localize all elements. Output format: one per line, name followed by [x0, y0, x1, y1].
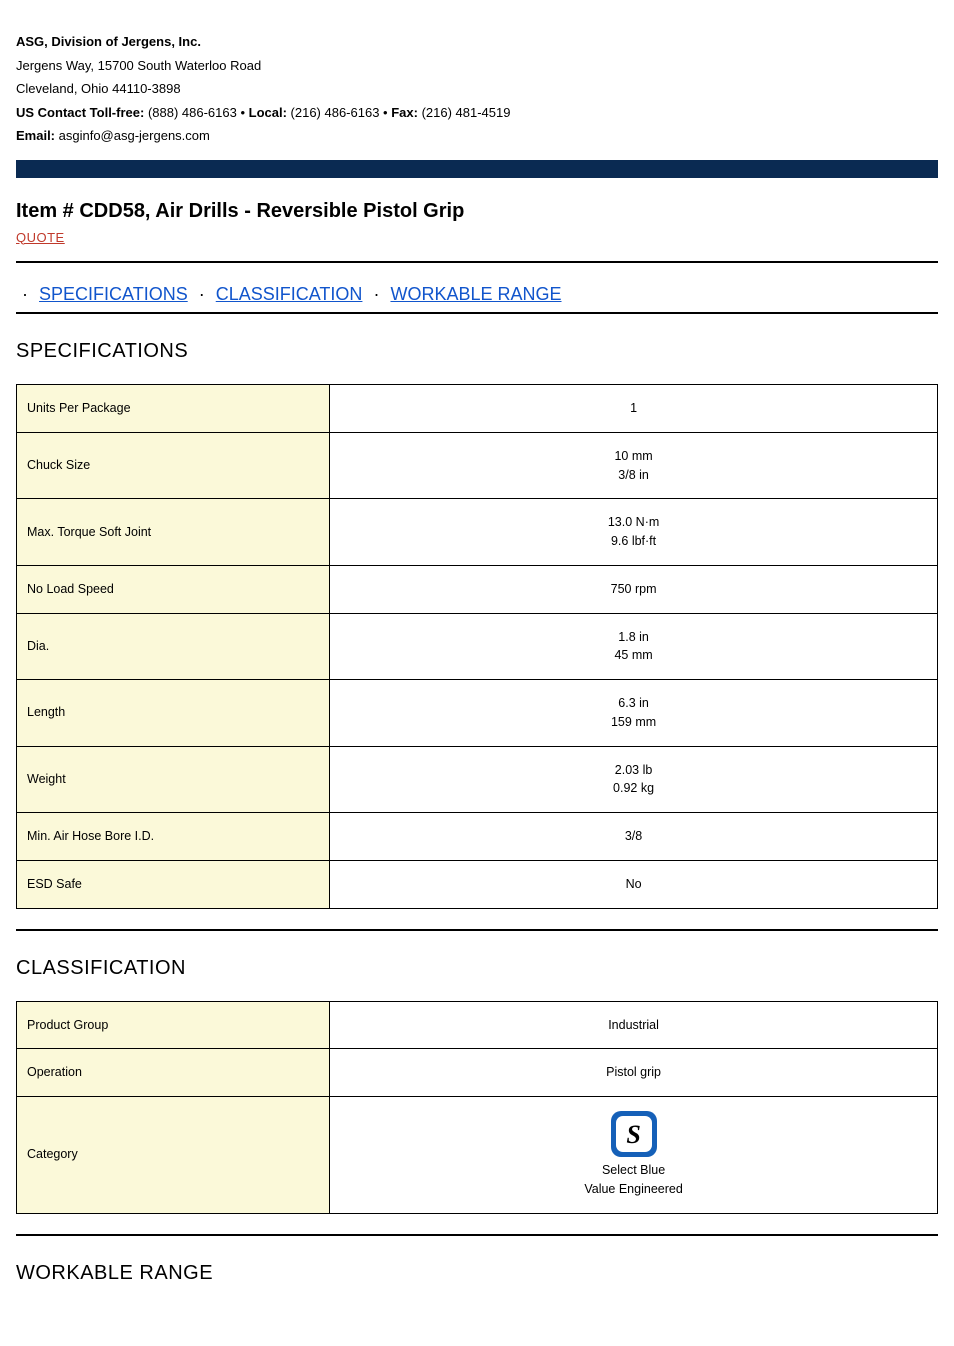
tab-workable-range[interactable]: WORKABLE RANGE [390, 284, 561, 304]
table-row: Weight2.03 lb0.92 kg [17, 746, 938, 813]
specifications-table: Units Per Package1Chuck Size10 mm3/8 inM… [16, 384, 938, 909]
select-blue-badge-icon: S [611, 1111, 657, 1157]
email-value: asginfo@asg-jergens.com [55, 128, 210, 143]
table-row: Chuck Size10 mm3/8 in [17, 432, 938, 499]
class-value-line: Value Engineered [340, 1180, 927, 1199]
spec-value-line: 750 rpm [340, 580, 927, 599]
class-value: Industrial [330, 1001, 938, 1049]
table-row: Min. Air Hose Bore I.D. 3/8 [17, 813, 938, 861]
spec-value-line: 0.92 kg [340, 779, 927, 798]
tollfree-label: US Contact Toll-free: [16, 105, 144, 120]
spec-label: ESD Safe [17, 860, 330, 908]
badge-letter: S [616, 1116, 652, 1152]
spec-label: Min. Air Hose Bore I.D. [17, 813, 330, 861]
spec-value-line: 1.8 in [340, 628, 927, 647]
table-row: Category S Select BlueValue Engineered [17, 1097, 938, 1214]
spec-value: 3/8 [330, 813, 938, 861]
spec-label: Chuck Size [17, 432, 330, 499]
product-title: Item # CDD58, Air Drills - Reversible Pi… [16, 196, 938, 226]
spec-value: No [330, 860, 938, 908]
spec-value: 2.03 lb0.92 kg [330, 746, 938, 813]
spec-label: Max. Torque Soft Joint [17, 499, 330, 566]
spec-value: 1.8 in45 mm [330, 613, 938, 680]
table-row: Product Group Industrial [17, 1001, 938, 1049]
fax-label: Fax: [391, 105, 418, 120]
spec-value: 13.0 N·m9.6 lbf·ft [330, 499, 938, 566]
tab-classification[interactable]: CLASSIFICATION [216, 284, 363, 304]
bullet-icon: · [199, 284, 205, 304]
spec-value-line: 1 [340, 399, 927, 418]
spec-label: Length [17, 680, 330, 747]
spec-value: 10 mm3/8 in [330, 432, 938, 499]
spec-value: 750 rpm [330, 565, 938, 613]
class-value: S Select BlueValue Engineered [330, 1097, 938, 1214]
spec-label: Weight [17, 746, 330, 813]
spec-value-line: 9.6 lbf·ft [340, 532, 927, 551]
address-line-2: Cleveland, Ohio 44110-3898 [16, 79, 938, 99]
spec-value-line: 2.03 lb [340, 761, 927, 780]
tollfree-number: (888) 486-6163 • [144, 105, 248, 120]
contact-line: US Contact Toll-free: (888) 486-6163 • L… [16, 103, 938, 123]
classification-heading: CLASSIFICATION [16, 953, 938, 983]
product-header: Item # CDD58, Air Drills - Reversible Pi… [16, 196, 938, 256]
tab-specifications[interactable]: SPECIFICATIONS [39, 284, 188, 304]
nav-bar [16, 160, 938, 178]
class-value: Pistol grip [330, 1049, 938, 1097]
spec-value: 1 [330, 385, 938, 433]
company-name: ASG, Division of Jergens, Inc. [16, 32, 938, 52]
bullet-icon: · [22, 284, 28, 304]
bullet-icon: · [373, 284, 379, 304]
spec-value: 6.3 in159 mm [330, 680, 938, 747]
quote-link[interactable]: QUOTE [16, 228, 65, 248]
specifications-heading: SPECIFICATIONS [16, 336, 938, 366]
divider [16, 929, 938, 931]
table-row: Units Per Package 1 [17, 385, 938, 433]
local-label: Local: [249, 105, 287, 120]
spec-value-line: 3/8 [340, 827, 927, 846]
spec-label: Units Per Package [17, 385, 330, 433]
class-value-line: Pistol grip [340, 1063, 927, 1082]
table-row: Max. Torque Soft Joint13.0 N·m9.6 lbf·ft [17, 499, 938, 566]
table-row: ESD Safe No [17, 860, 938, 908]
class-label: Operation [17, 1049, 330, 1097]
email-line: Email: asginfo@asg-jergens.com [16, 126, 938, 146]
divider [16, 261, 938, 263]
email-label: Email: [16, 128, 55, 143]
workable-range-heading: WORKABLE RANGE [16, 1258, 938, 1288]
fax-number: (216) 481-4519 [418, 105, 511, 120]
local-number: (216) 486-6163 • [287, 105, 391, 120]
spec-value-line: 10 mm [340, 447, 927, 466]
spec-value-line: 6.3 in [340, 694, 927, 713]
class-label: Product Group [17, 1001, 330, 1049]
class-value-line: Industrial [340, 1016, 927, 1035]
classification-table: Product Group Industrial Operation Pistol g… [16, 1001, 938, 1214]
table-row: Operation Pistol grip [17, 1049, 938, 1097]
spec-label: Dia. [17, 613, 330, 680]
company-header: ASG, Division of Jergens, Inc. Jergens W… [16, 32, 938, 146]
spec-value-line: 13.0 N·m [340, 513, 927, 532]
spec-label: No Load Speed [17, 565, 330, 613]
table-row: No Load Speed 750 rpm [17, 565, 938, 613]
spec-value-line: 159 mm [340, 713, 927, 732]
spec-value-line: 45 mm [340, 646, 927, 665]
tab-nav: · SPECIFICATIONS · CLASSIFICATION · WORK… [16, 281, 938, 314]
table-row: Length6.3 in159 mm [17, 680, 938, 747]
spec-value-line: No [340, 875, 927, 894]
table-row: Dia.1.8 in45 mm [17, 613, 938, 680]
spec-value-line: 3/8 in [340, 466, 927, 485]
address-line-1: Jergens Way, 15700 South Waterloo Road [16, 56, 938, 76]
class-value-line: Select Blue [340, 1161, 927, 1180]
class-label: Category [17, 1097, 330, 1214]
